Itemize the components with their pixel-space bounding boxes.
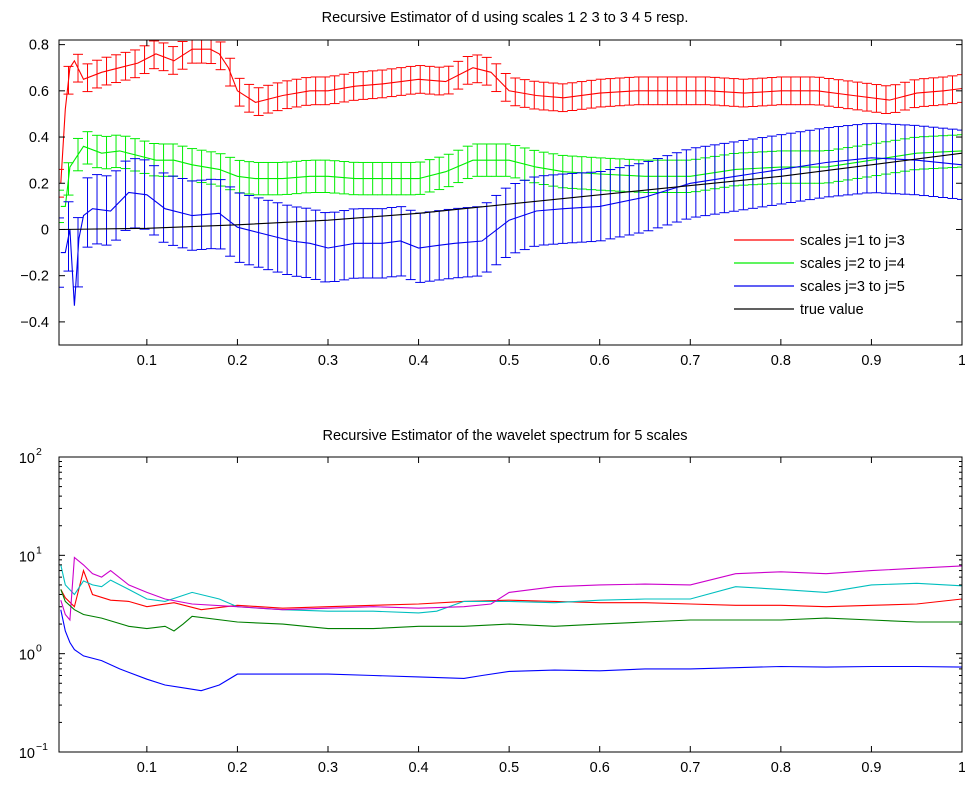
y-tick-label: 10	[19, 451, 35, 467]
top-errorbar	[59, 217, 64, 288]
bottom-series-3	[60, 556, 962, 622]
legend-label: scales j=1 to j=3	[800, 233, 905, 249]
x-tick-label: 0.8	[771, 760, 791, 776]
y-tick-label: 0.2	[29, 176, 49, 192]
bottom-series-line	[60, 568, 962, 611]
y-tick-label: 10	[19, 648, 35, 664]
top-errorbar	[957, 134, 962, 168]
top-errorbar	[59, 168, 64, 198]
bottom-series-2	[60, 564, 962, 614]
x-tick-label: 0.7	[680, 760, 700, 776]
top-series-line	[60, 152, 962, 231]
top-series-3	[59, 122, 962, 306]
bottom-series-line	[60, 564, 962, 614]
x-tick-label: 0.5	[499, 760, 519, 776]
legend-label: scales j=3 to j=5	[800, 279, 905, 295]
y-tick-label-exponent: 1	[36, 544, 42, 556]
x-tick-label: 0.4	[408, 353, 428, 369]
x-tick-label: 0.2	[227, 760, 247, 776]
top-series-4	[60, 152, 962, 231]
y-tick-label: 0.4	[29, 130, 49, 146]
x-tick-label: 0.7	[680, 353, 700, 369]
top-chart-panel: Recursive Estimator of d using scales 1 …	[20, 10, 965, 369]
top-errorbar	[59, 189, 64, 224]
bottom-series-line	[60, 589, 962, 632]
x-tick-label: 0.3	[318, 353, 338, 369]
x-tick-label: 0.9	[861, 353, 881, 369]
y-tick-label-exponent: −1	[36, 741, 48, 753]
bottom-series-line	[60, 609, 962, 692]
x-tick-label: 0.6	[590, 353, 610, 369]
y-tick-label: 0.8	[29, 38, 49, 54]
x-tick-label: 0.4	[408, 760, 428, 776]
x-tick-label: 0.5	[499, 353, 519, 369]
y-tick-label: −0.2	[20, 269, 49, 285]
bottom-axes-box	[58, 456, 963, 753]
top-series-1	[59, 40, 962, 198]
x-tick-label: 1	[958, 353, 965, 369]
y-tick-label-exponent: 0	[36, 643, 42, 655]
top-series-line	[60, 157, 962, 306]
top-chart-legend: scales j=1 to j=3 scales j=2 to j=4 scales…	[734, 233, 905, 318]
bottom-series-line	[60, 556, 962, 622]
top-errorbar	[957, 74, 962, 103]
bottom-chart-title: Recursive Estimator of the wavelet spect…	[322, 428, 687, 444]
legend-label: scales j=2 to j=4	[800, 256, 905, 272]
x-tick-label: 1	[958, 760, 965, 776]
legend-entry: scales j=2 to j=4	[734, 256, 905, 272]
x-tick-label: 0.6	[590, 760, 610, 776]
top-chart-title: Recursive Estimator of d using scales 1 …	[322, 10, 689, 26]
x-tick-label: 0.8	[771, 353, 791, 369]
bottom-series-5	[60, 609, 962, 692]
top-series-line	[60, 48, 962, 184]
top-errorbar	[957, 129, 962, 200]
y-tick-label: 10	[19, 549, 35, 565]
legend-entry: scales j=3 to j=5	[734, 279, 905, 295]
top-series-2	[59, 131, 962, 224]
x-tick-label: 0.3	[318, 760, 338, 776]
x-tick-label: 0.2	[227, 353, 247, 369]
bottom-series-1	[60, 568, 962, 611]
x-tick-label: 0.1	[137, 760, 157, 776]
top-axes-box	[58, 39, 963, 346]
legend-entry: scales j=1 to j=3	[734, 233, 905, 249]
legend-label: true value	[800, 302, 864, 318]
bottom-series-4	[60, 589, 962, 632]
y-tick-label: 0	[41, 222, 49, 238]
top-series-line	[60, 145, 962, 207]
x-tick-label: 0.1	[137, 353, 157, 369]
y-tick-label: −0.4	[20, 315, 49, 331]
x-tick-label: 0.9	[861, 760, 881, 776]
y-tick-label: 0.6	[29, 84, 49, 100]
y-tick-label-exponent: 2	[36, 446, 42, 458]
bottom-chart-panel: Recursive Estimator of the wavelet spect…	[19, 428, 965, 776]
y-tick-label: 10	[19, 746, 35, 762]
legend-entry: true value	[734, 302, 864, 318]
